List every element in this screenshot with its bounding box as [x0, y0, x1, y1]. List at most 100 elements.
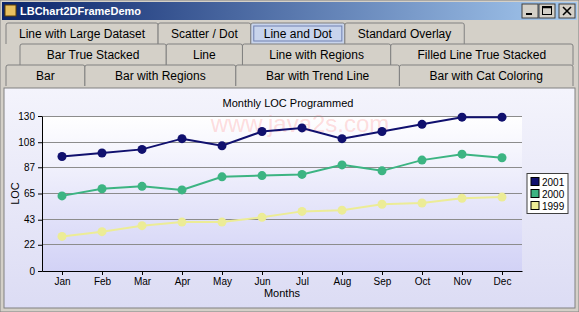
glyph — [526, 13, 532, 15]
tab[interactable]: Filled Line True Stacked — [391, 44, 573, 65]
data-point — [178, 134, 187, 143]
data-point — [378, 166, 387, 175]
tick-label: Apr — [175, 276, 191, 287]
tab-label[interactable]: Line with Large Dataset — [19, 27, 146, 41]
tab-label[interactable]: Line — [193, 48, 216, 62]
button-face[interactable] — [559, 4, 575, 18]
tick: 22 — [24, 239, 42, 250]
tick: Jun — [254, 271, 270, 287]
tick-label: Dec — [494, 276, 512, 287]
tick-label: Nov — [454, 276, 472, 287]
data-point — [178, 185, 187, 194]
tab-shape[interactable] — [166, 44, 242, 65]
tab-label[interactable]: Standard Overlay — [358, 27, 451, 41]
tab[interactable]: Scatter / Dot — [158, 23, 251, 44]
grid-line — [42, 167, 522, 168]
tab-shape[interactable] — [6, 23, 158, 44]
data-point — [218, 141, 227, 150]
tab-shape[interactable] — [158, 23, 251, 44]
plot-background — [42, 116, 522, 271]
tick-mark — [302, 271, 303, 275]
axis-line — [42, 117, 43, 272]
tick-mark — [262, 271, 263, 275]
tick: Oct — [415, 271, 431, 287]
maximize-button[interactable] — [539, 4, 555, 18]
button-face[interactable] — [539, 4, 555, 18]
legend-box — [527, 174, 568, 214]
y-axis: 022436587108130 — [18, 111, 42, 277]
tab[interactable]: Standard Overlay — [345, 23, 464, 44]
plot-area — [58, 113, 507, 241]
x-axis: JanFebMarAprMayJunJulAugSepOctNovDec — [43, 271, 523, 287]
tab-shape[interactable] — [6, 65, 85, 86]
tab[interactable]: Bar True Stacked — [20, 44, 166, 65]
tab-label[interactable]: Line and Dot — [264, 27, 333, 41]
tab-shape[interactable] — [391, 44, 573, 65]
data-point — [218, 172, 227, 181]
tab-label[interactable]: Filled Line True Stacked — [417, 48, 546, 62]
data-point — [458, 150, 467, 159]
tab-shape[interactable] — [251, 23, 345, 44]
tab-label[interactable]: Bar with Cat Coloring — [430, 69, 543, 83]
tab-shape[interactable] — [242, 44, 390, 65]
tab[interactable]: Line — [166, 44, 242, 65]
tick-label: Sep — [374, 276, 392, 287]
tick-label: Oct — [415, 276, 431, 287]
tab[interactable]: Bar with Regions — [85, 65, 236, 86]
tab[interactable]: Line with Large Dataset — [6, 23, 158, 44]
tab-label[interactable]: Line with Regions — [269, 48, 364, 62]
tab-label[interactable]: Bar with Regions — [115, 69, 206, 83]
axis-line — [43, 271, 523, 272]
data-point — [258, 213, 267, 222]
tick-mark — [382, 271, 383, 275]
tick: 87 — [24, 162, 42, 173]
tick: Aug — [334, 271, 352, 287]
tab-shape[interactable] — [85, 65, 236, 86]
tick-mark — [182, 271, 183, 275]
tab-shape[interactable] — [399, 65, 573, 86]
tab-label[interactable]: Bar True Stacked — [47, 48, 140, 62]
grid-line — [42, 271, 522, 272]
data-point — [418, 199, 427, 208]
data-point — [418, 156, 427, 165]
tick-label: Jan — [54, 276, 70, 287]
window-frame — [0, 0, 579, 312]
y-axis-title: LOC — [9, 182, 21, 205]
tab-label[interactable]: Scatter / Dot — [171, 27, 238, 41]
tab[interactable]: Line with Regions — [242, 44, 390, 65]
tick-label: 65 — [24, 188, 36, 199]
tick-label: Aug — [334, 276, 352, 287]
tab-shape[interactable] — [345, 23, 464, 44]
tab[interactable]: Bar with Cat Coloring — [399, 65, 573, 86]
tab-shape[interactable] — [236, 65, 400, 86]
tick-mark — [102, 271, 103, 275]
tab[interactable]: Bar — [6, 65, 85, 86]
tick: Apr — [175, 271, 191, 287]
tab[interactable]: Bar with Trend Line — [236, 65, 400, 86]
tab[interactable]: Line and Dot — [251, 23, 345, 44]
tick: Feb — [94, 271, 112, 287]
tick-label: 22 — [24, 239, 36, 250]
tick-label: Jun — [254, 276, 270, 287]
tab-label[interactable]: Bar with Trend Line — [266, 69, 370, 83]
series — [58, 193, 507, 241]
tick-label: May — [213, 276, 232, 287]
tick: Mar — [134, 271, 152, 287]
tick: Jan — [54, 271, 70, 287]
tab-label[interactable]: Bar — [36, 69, 55, 83]
tick-mark — [38, 194, 42, 195]
legend-swatch — [531, 178, 539, 186]
tick-mark — [38, 142, 42, 143]
close-button[interactable] — [559, 4, 575, 18]
grid-line — [42, 116, 522, 117]
data-point — [458, 113, 467, 122]
data-point — [178, 218, 187, 227]
tab-shape[interactable] — [20, 44, 166, 65]
tick-mark — [462, 271, 463, 275]
button-face[interactable] — [522, 4, 538, 18]
data-point — [138, 145, 147, 154]
data-point — [298, 170, 307, 179]
legend-swatch — [531, 202, 539, 210]
title-bar — [2, 2, 577, 20]
minimize-button[interactable] — [522, 4, 538, 18]
